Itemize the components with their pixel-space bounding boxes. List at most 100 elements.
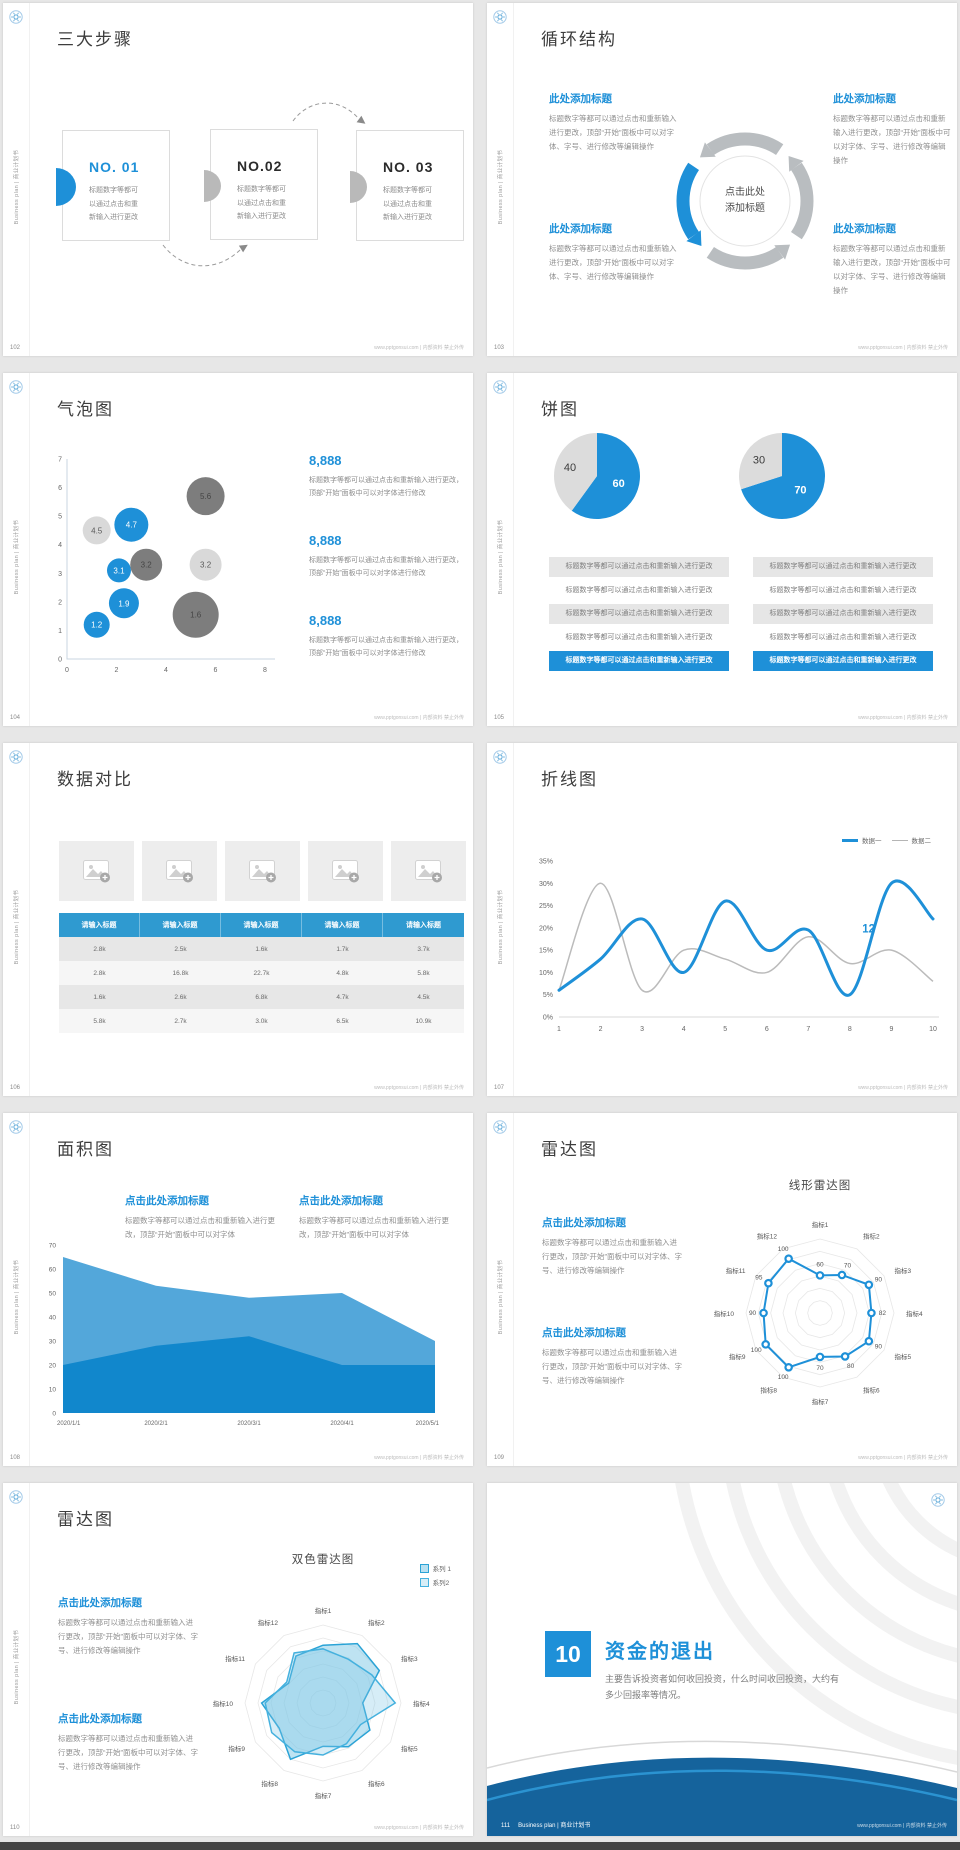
page-number: 105	[494, 715, 505, 721]
page-title: 循环结构	[541, 30, 617, 49]
table-row: 2.8k 2.5k 1.6k 1.7k 3.7k	[59, 937, 464, 961]
step-semicircle	[56, 168, 76, 206]
block-heading: 点击此处添加标题	[542, 1217, 626, 1229]
slide-111-section: 10 资金的退出 主要告诉投资者如何收回投资，什么时间收回投资，大约有多少回报率…	[487, 1483, 957, 1836]
svg-text:6: 6	[765, 1026, 769, 1033]
legend-item: 系列 1	[419, 1563, 451, 1573]
flower-badge-icon	[493, 380, 507, 394]
cycle-arc	[706, 132, 784, 156]
step-card-1: NO. 01 标题数字等都可 以通过点击和重 新输入进行更改	[56, 130, 170, 241]
sidebar-brand-text: Business plan | 商业计划书	[498, 1259, 504, 1334]
block-heading: 点击此处添加标题	[542, 1327, 626, 1339]
block-body: 标题数字等都可以通过点击和重新输入进行更改，顶部“开始”面板中可以对字体	[299, 1216, 449, 1239]
bubble	[186, 477, 225, 516]
svg-text:20%: 20%	[539, 925, 553, 932]
cycle-arc	[706, 246, 784, 270]
page-title: 三大步骤	[57, 30, 133, 49]
svg-text:8: 8	[848, 1026, 852, 1033]
svg-text:指标10: 指标10	[714, 1309, 735, 1318]
slide-side-strip: Business plan | 商业计划书	[3, 1483, 30, 1836]
svg-text:3: 3	[58, 571, 62, 578]
radar-marker	[764, 1278, 773, 1288]
slide-104-bubble: Business plan | 商业计划书 气泡图 0 1 2 3 4 5 6 7 0 2 4 6 8 4…	[3, 373, 473, 726]
cycle-arc	[676, 162, 700, 240]
svg-text:指标2: 指标2	[368, 1618, 385, 1627]
image-icon	[82, 859, 110, 882]
series1-line-swatch	[842, 838, 858, 842]
table-row: 5.8k 2.7k 3.0k 6.5k 10.9k	[59, 1009, 464, 1033]
block-heading: 点击此处添加标题	[299, 1195, 383, 1207]
svg-text:0: 0	[58, 657, 62, 664]
table-header-cell: 请输入标题	[59, 913, 140, 937]
svg-text:3.2: 3.2	[141, 561, 153, 570]
svg-text:70: 70	[816, 1365, 824, 1372]
svg-text:4.5: 4.5	[91, 526, 103, 535]
svg-text:指标4: 指标4	[413, 1699, 430, 1708]
table-cell: 2.8k	[93, 969, 106, 977]
block-body: 标题数字等都可以通过点击和重新输入进行更改，顶部“开始”面板中可以对字体、字号、…	[549, 114, 677, 151]
table-cell: 3.7k	[417, 945, 430, 953]
radar-marker	[815, 1352, 825, 1362]
svg-text:7: 7	[806, 1026, 810, 1033]
svg-text:指标9: 指标9	[729, 1352, 746, 1361]
table-cell: 4.8k	[336, 969, 349, 977]
slide-107-line: Business plan | 商业计划书 折线图 数据一 数据二 0% 5% 10…	[487, 743, 957, 1096]
svg-text:30: 30	[49, 1339, 57, 1346]
legend-item: 数据一	[842, 835, 882, 845]
svg-text:1: 1	[58, 628, 62, 635]
svg-text:5.6: 5.6	[200, 492, 212, 501]
step-body: 标题数字等都可 以通过点击和重 新输入进行更改	[237, 186, 286, 221]
caption-bar: 标题数字等都可以通过点击和重新输入进行更改	[549, 651, 729, 671]
image-placeholder-row	[59, 841, 466, 901]
svg-text:10%: 10%	[539, 970, 553, 977]
bubble	[83, 611, 110, 638]
rows-right: 标题数字等都可以通过点击和重新输入进行更改 标题数字等都可以通过点击和重新输入进行…	[753, 557, 933, 675]
radar-dual-chart: 指标1 指标2 指标3 指标4 指标5 指标6 指标7 指标8 指标9 指标10 指标11 指标12	[213, 1606, 430, 1800]
sidebar-brand-text: Business plan | 商业计划书	[498, 889, 504, 964]
table-cell: 5.8k	[417, 969, 430, 977]
section-title: 资金的退出	[605, 1641, 715, 1663]
slide-side-strip: Business plan | 商业计划书	[3, 743, 30, 1096]
svg-text:1.2: 1.2	[91, 621, 103, 630]
footer-site-text: www.pptgonsui.com | 内部资料 禁止外传	[374, 1455, 464, 1461]
svg-text:指标11: 指标11	[225, 1654, 245, 1663]
legend-label: 数据二	[911, 838, 932, 845]
svg-text:指标6: 指标6	[368, 1779, 385, 1788]
table-cell: 22.7k	[253, 969, 270, 977]
svg-text:4: 4	[164, 667, 168, 674]
cycle-block-bl: 此处添加标题 标题数字等都可以通过点击和重新输入进行更改，顶部“开始”面板中可以…	[549, 221, 679, 284]
flower-badge-icon	[493, 750, 507, 764]
pie-chart-1: 60 40	[554, 433, 640, 519]
svg-text:1.6: 1.6	[190, 611, 202, 620]
svg-text:0: 0	[65, 667, 69, 674]
cycle-block-tr: 此处添加标题 标题数字等都可以通过点击和重新输入进行更改，顶部“开始”面板中可以…	[833, 91, 951, 168]
cycle-center-text: 点击此处 添加标题	[725, 187, 765, 214]
page-title: 气泡图	[57, 400, 114, 419]
sidebar-brand-text: Business plan | 商业计划书	[498, 149, 504, 224]
cycle-diagram	[676, 132, 814, 270]
cycle-arrowhead	[788, 155, 804, 172]
svg-text:12: 12	[862, 923, 875, 935]
brand-flower-icon	[931, 1493, 945, 1507]
block-heading: 此处添加标题	[833, 223, 896, 235]
series2-line-swatch	[891, 839, 908, 841]
svg-text:3.2: 3.2	[200, 561, 212, 570]
svg-text:2020/3/1: 2020/3/1	[237, 1421, 261, 1427]
caption-bar: 标题数字等都可以通过点击和重新输入进行更改	[753, 557, 933, 577]
legend-label: 数据一	[862, 838, 882, 845]
series1-line	[557, 879, 935, 997]
block-body: 标题数字等都可以通过点击和重新输入进行更改，顶部“开始”面板中可以对字体、字号、…	[833, 114, 951, 165]
brand-flower-icon	[493, 380, 507, 394]
caption-bar: 标题数字等都可以通过点击和重新输入进行更改	[549, 604, 729, 624]
svg-text:0: 0	[52, 1411, 56, 1418]
svg-text:60: 60	[49, 1267, 57, 1274]
svg-text:10: 10	[49, 1387, 57, 1394]
step-number: NO. 03	[383, 159, 434, 175]
sidebar-brand-text: Business plan | 商业计划书	[14, 519, 20, 594]
cycle-arc	[790, 162, 814, 240]
slide-side-strip: Business plan | 商业计划书	[487, 743, 514, 1096]
slide-108-area: Business plan | 商业计划书 面积图 点击此处添加标题 标题数字等…	[3, 1113, 473, 1466]
flower-badge-icon	[9, 10, 23, 24]
svg-text:指标1: 指标1	[315, 1606, 332, 1615]
